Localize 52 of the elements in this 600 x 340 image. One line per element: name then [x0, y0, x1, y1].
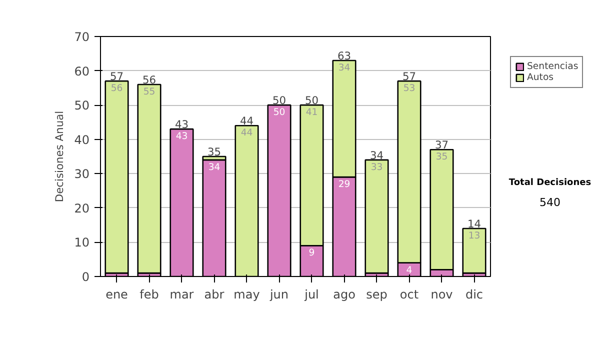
data-label: 56 — [110, 83, 123, 94]
data-label: 53 — [403, 83, 416, 94]
data-label: 55 — [143, 86, 156, 98]
legend-label: Autos — [527, 72, 554, 83]
total-label: 50 — [272, 94, 286, 108]
y-tick-label: 20 — [74, 201, 90, 216]
y-tick-label: 30 — [74, 167, 90, 182]
total-label: 44 — [240, 114, 254, 128]
x-tick-label: oct — [400, 288, 419, 302]
data-label: 13 — [468, 230, 480, 242]
x-tick-label: dic — [465, 288, 484, 302]
data-label: 50 — [273, 107, 286, 118]
total-label: 63 — [337, 50, 352, 62]
x-tick-label: mar — [170, 288, 194, 302]
legend-label: Sentencias — [527, 61, 578, 72]
data-label: 43 — [176, 131, 188, 142]
y-tick-label: 50 — [74, 98, 90, 113]
total-label: 43 — [174, 118, 189, 132]
data-label: 34 — [338, 62, 350, 74]
text: Total Decisiones — [508, 177, 592, 190]
x-tick-label: abr — [204, 288, 224, 302]
total-label: 50 — [304, 94, 319, 108]
text: 540 — [540, 195, 560, 211]
x-tick-label: ene — [106, 288, 128, 302]
total-label: 35 — [207, 146, 222, 158]
y-tick-label: 60 — [74, 64, 90, 78]
y-axis-title: Decisiones Anual — [53, 110, 66, 202]
total-label: 57 — [110, 70, 124, 84]
y-tick-label: 10 — [74, 236, 90, 250]
data-label: 29 — [338, 179, 350, 190]
y-tick-label: 0 — [82, 270, 90, 284]
y-tick-label: 40 — [74, 132, 90, 147]
total-label: 56 — [142, 74, 156, 86]
x-tick-label: ago — [333, 288, 356, 302]
data-label: 33 — [370, 162, 383, 173]
x-tick-label: jul — [304, 288, 319, 302]
x-tick-label: feb — [140, 288, 159, 302]
total-label: 37 — [434, 138, 449, 152]
total-label: 34 — [370, 148, 384, 162]
data-label: 34 — [208, 162, 220, 173]
x-tick-label: nov — [430, 288, 453, 302]
data-label: 44 — [240, 128, 253, 139]
data-label: 35 — [436, 152, 448, 163]
data-label: 9 — [308, 248, 315, 259]
x-tick-label: jun — [268, 288, 289, 302]
x-tick-label: sep — [366, 288, 388, 302]
y-tick-label: 70 — [74, 30, 90, 44]
x-tick-label: may — [234, 288, 260, 302]
data-label: 41 — [306, 107, 318, 118]
total-label: 14 — [467, 218, 482, 230]
total-label: 57 — [402, 70, 416, 84]
data-label: 4 — [406, 264, 412, 276]
